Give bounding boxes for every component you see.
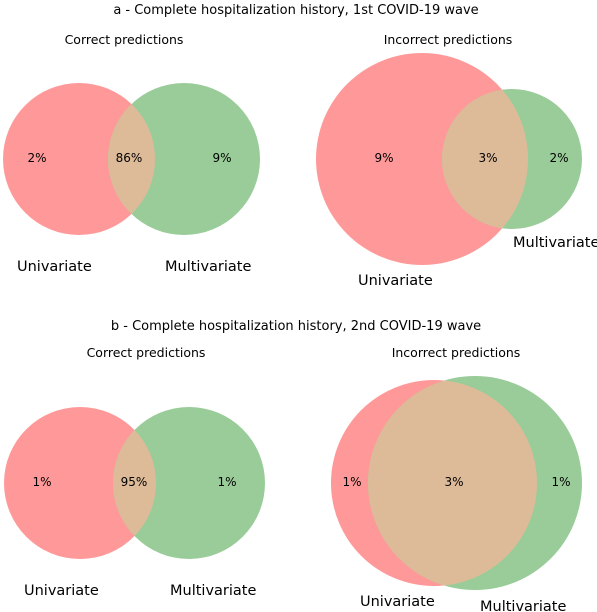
multivariate-only-value: 1% (217, 475, 236, 489)
univariate-label: Univariate (360, 594, 435, 610)
univariate-set (3, 83, 155, 235)
univariate-label: Univariate (17, 259, 92, 275)
overlap-value: 95% (121, 475, 148, 489)
multivariate-set (113, 407, 265, 559)
venn-b-incorrect-title: Incorrect predictions (392, 345, 521, 360)
venn-b-incorrect: Incorrect predictions 1% 3% 1% Univariat… (331, 345, 582, 612)
univariate-only-value: 2% (27, 151, 46, 165)
overlap-value: 3% (444, 475, 463, 489)
univariate-label: Univariate (24, 583, 99, 599)
univariate-only-value: 9% (374, 151, 393, 165)
section-a-title: a - Complete hospitalization history, 1s… (113, 3, 478, 18)
multivariate-label: Multivariate (513, 235, 597, 251)
venn-a-correct-title: Correct predictions (65, 32, 184, 47)
multivariate-label: Multivariate (170, 583, 256, 599)
multivariate-label: Multivariate (165, 259, 251, 275)
multivariate-only-value: 2% (549, 151, 568, 165)
overlap-value: 86% (116, 151, 143, 165)
univariate-only-value: 1% (342, 475, 361, 489)
univariate-label: Univariate (358, 273, 433, 289)
overlap-region (442, 89, 528, 229)
multivariate-set (108, 83, 260, 235)
venn-b-correct: Correct predictions 1% 95% 1% Univariate… (4, 345, 265, 599)
venn-b-correct-title: Correct predictions (87, 345, 206, 360)
multivariate-label: Multivariate (480, 599, 566, 612)
multivariate-only-value: 9% (212, 151, 231, 165)
section-b-title: b - Complete hospitalization history, 2n… (111, 319, 481, 334)
univariate-only-value: 1% (32, 475, 51, 489)
multivariate-only-value: 1% (551, 475, 570, 489)
venn-a-incorrect-title: Incorrect predictions (384, 32, 513, 47)
venn-a-incorrect: Incorrect predictions 9% 3% 2% Univariat… (316, 32, 597, 289)
overlap-region (368, 380, 537, 586)
univariate-set (4, 407, 156, 559)
overlap-value: 3% (478, 151, 497, 165)
venn-a-correct: Correct predictions 2% 86% 9% Univariate… (3, 32, 260, 275)
